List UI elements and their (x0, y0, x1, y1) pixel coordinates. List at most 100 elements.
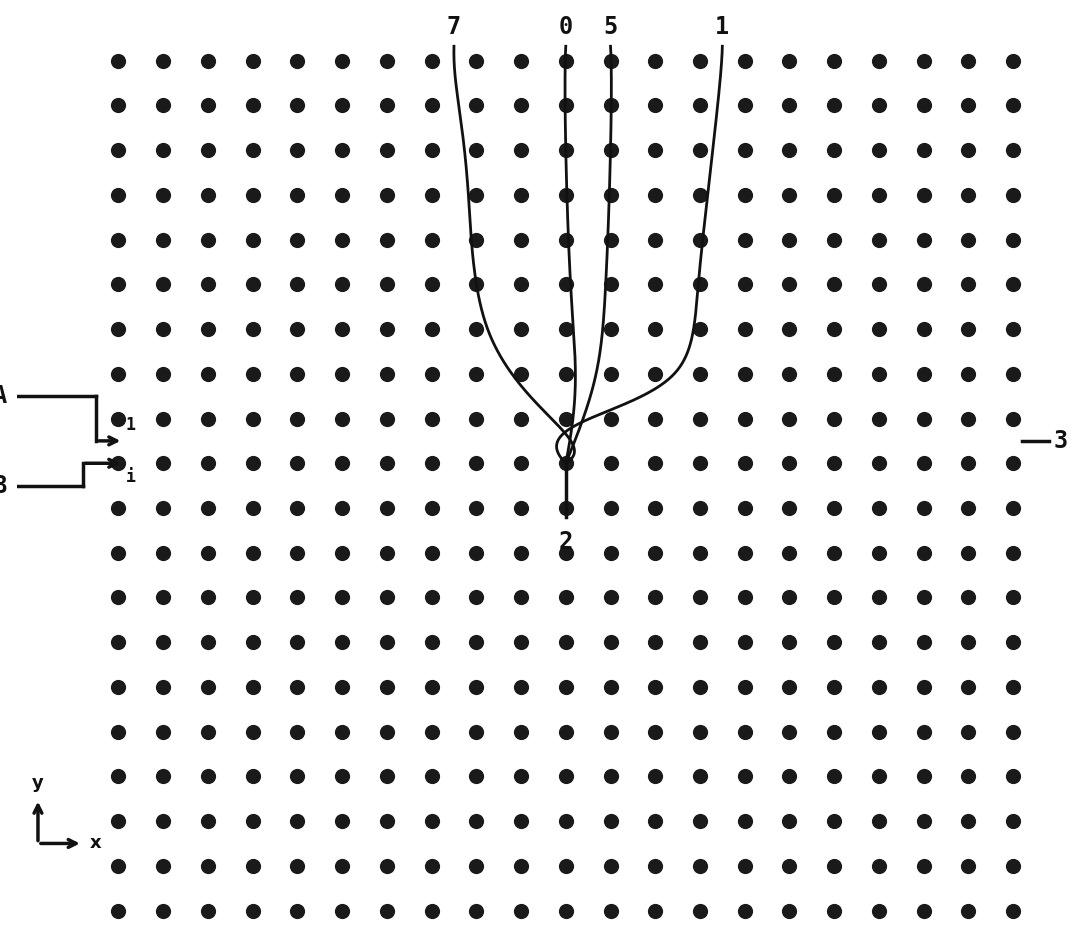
Point (154, 813, 172, 828)
Point (379, 501, 396, 516)
Point (110, 769, 127, 784)
Point (154, 367, 172, 382)
Point (110, 367, 127, 382)
Point (870, 501, 888, 516)
Point (468, 322, 485, 337)
Point (288, 813, 306, 828)
Point (199, 902, 217, 918)
Point (826, 456, 843, 471)
Point (423, 411, 441, 426)
Point (199, 188, 217, 203)
Point (154, 322, 172, 337)
Point (110, 680, 127, 695)
Point (915, 53, 932, 69)
Point (870, 411, 888, 426)
Point (288, 858, 306, 873)
Point (781, 277, 799, 292)
Point (333, 98, 350, 113)
Point (915, 367, 932, 382)
Point (512, 367, 530, 382)
Point (960, 411, 977, 426)
Point (423, 501, 441, 516)
Point (735, 680, 753, 695)
Point (199, 277, 217, 292)
Point (244, 858, 261, 873)
Point (646, 501, 664, 516)
Point (199, 367, 217, 382)
Point (512, 635, 530, 650)
Text: i: i (126, 468, 136, 486)
Point (781, 188, 799, 203)
Point (110, 902, 127, 918)
Point (244, 143, 261, 158)
Point (915, 724, 932, 740)
Point (602, 902, 619, 918)
Point (826, 277, 843, 292)
Point (288, 322, 306, 337)
Point (1004, 545, 1022, 561)
Point (512, 98, 530, 113)
Point (154, 501, 172, 516)
Point (960, 277, 977, 292)
Point (468, 277, 485, 292)
Point (915, 98, 932, 113)
Point (379, 367, 396, 382)
Point (646, 277, 664, 292)
Point (288, 545, 306, 561)
Point (826, 188, 843, 203)
Point (826, 635, 843, 650)
Point (333, 590, 350, 605)
Point (199, 53, 217, 69)
Point (557, 590, 574, 605)
Point (199, 769, 217, 784)
Point (288, 232, 306, 248)
Point (781, 635, 799, 650)
Point (110, 545, 127, 561)
Point (423, 902, 441, 918)
Point (244, 411, 261, 426)
Point (646, 858, 664, 873)
Text: 0: 0 (558, 15, 573, 39)
Point (691, 367, 708, 382)
Point (691, 143, 708, 158)
Point (826, 232, 843, 248)
Point (244, 456, 261, 471)
Point (557, 635, 574, 650)
Point (468, 232, 485, 248)
Point (781, 680, 799, 695)
Point (781, 143, 799, 158)
Point (468, 456, 485, 471)
Point (512, 545, 530, 561)
Point (379, 53, 396, 69)
Point (646, 143, 664, 158)
Point (288, 902, 306, 918)
Point (960, 53, 977, 69)
Point (512, 501, 530, 516)
Point (646, 367, 664, 382)
Point (1004, 367, 1022, 382)
Point (333, 322, 350, 337)
Point (333, 277, 350, 292)
Point (512, 858, 530, 873)
Point (244, 277, 261, 292)
Point (423, 98, 441, 113)
Point (870, 277, 888, 292)
Point (244, 680, 261, 695)
Point (735, 501, 753, 516)
Point (557, 545, 574, 561)
Point (960, 858, 977, 873)
Point (691, 98, 708, 113)
Point (602, 590, 619, 605)
Point (960, 724, 977, 740)
Point (468, 143, 485, 158)
Point (244, 590, 261, 605)
Point (333, 456, 350, 471)
Point (110, 501, 127, 516)
Point (781, 902, 799, 918)
Point (602, 769, 619, 784)
Point (826, 769, 843, 784)
Point (1004, 680, 1022, 695)
Point (557, 501, 574, 516)
Point (781, 98, 799, 113)
Point (110, 590, 127, 605)
